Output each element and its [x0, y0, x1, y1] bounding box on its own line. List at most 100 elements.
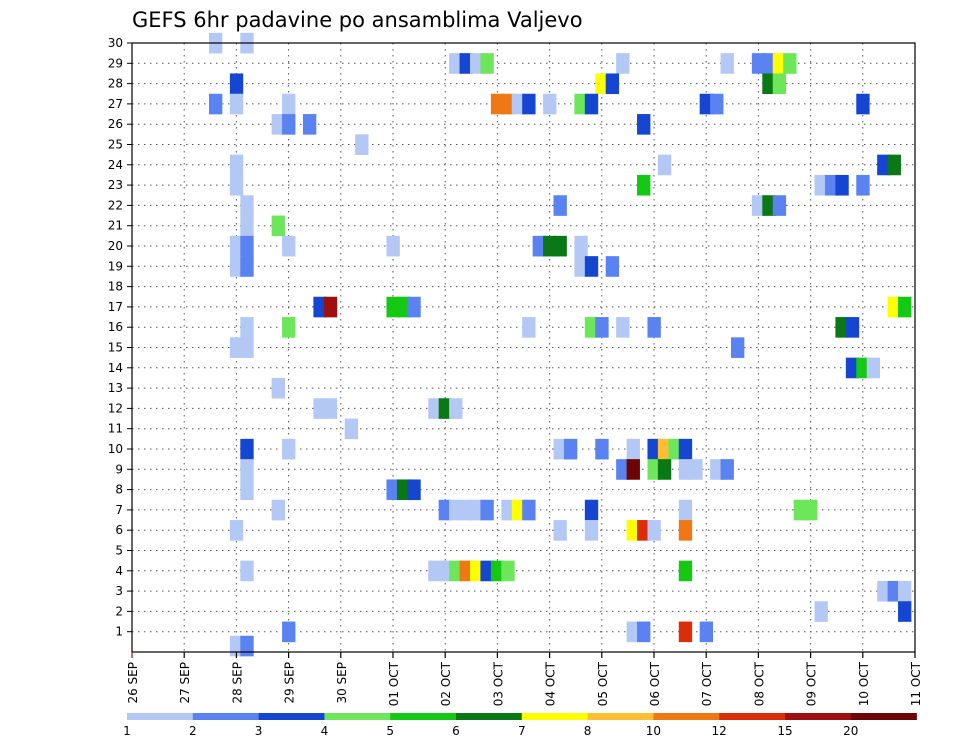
precip-cell	[710, 93, 724, 115]
legend-label: 10	[646, 724, 661, 738]
precip-cell	[543, 93, 557, 115]
precip-cell	[282, 114, 296, 135]
legend-label: 15	[777, 724, 792, 738]
x-tick-label: 29 SEP	[283, 662, 297, 704]
precip-cell	[501, 93, 515, 115]
precip-cell	[407, 296, 421, 318]
precip-cell	[229, 520, 244, 541]
precip-cell	[678, 621, 693, 643]
precip-cell	[762, 53, 776, 74]
x-tick-label: 09 OCT	[805, 661, 819, 706]
precip-cell	[898, 296, 912, 318]
precip-cell	[511, 93, 526, 115]
precip-cell	[845, 357, 860, 379]
legend-label: 3	[255, 724, 263, 738]
legend-label: 12	[712, 724, 727, 738]
precip-cell	[240, 560, 254, 582]
x-tick-label: 03 OCT	[491, 661, 505, 706]
y-tick-label: 9	[115, 462, 123, 476]
x-tick-label: 01 OCT	[387, 661, 401, 706]
precip-cell	[449, 398, 463, 419]
precip-cell	[637, 174, 651, 196]
precip-cell	[762, 73, 776, 95]
legend-swatch	[258, 713, 325, 720]
y-tick-label: 22	[108, 198, 123, 212]
precip-cell	[469, 53, 484, 74]
y-tick-label: 28	[108, 77, 123, 91]
legend-swatch	[719, 713, 786, 720]
precip-cell	[490, 93, 505, 115]
precip-cell	[386, 296, 400, 318]
precip-cell	[323, 398, 338, 419]
legend-label: 7	[518, 724, 526, 738]
y-tick-label: 10	[108, 442, 123, 456]
precip-cell	[814, 601, 828, 622]
y-tick-label: 17	[108, 300, 123, 314]
precip-cell	[208, 93, 223, 115]
precip-cell	[678, 499, 693, 521]
legend-label: 2	[189, 724, 197, 738]
precip-cell	[616, 53, 630, 74]
y-tick-label: 19	[108, 259, 123, 273]
precip-cell	[584, 520, 599, 541]
y-tick-label: 8	[115, 483, 123, 497]
precip-cell	[595, 73, 609, 95]
precip-cell	[772, 73, 787, 95]
precip-cell	[271, 215, 285, 237]
precip-cell	[480, 499, 494, 521]
y-tick-label: 26	[108, 117, 123, 131]
precip-cell	[282, 317, 296, 338]
precip-cell	[313, 398, 327, 419]
precip-cell	[647, 459, 661, 480]
precip-cell	[240, 438, 254, 460]
precip-cell	[793, 499, 807, 521]
precip-cell	[229, 235, 244, 257]
precip-cell	[720, 53, 734, 74]
precip-cell	[678, 438, 693, 460]
x-tick-label: 06 OCT	[648, 661, 662, 706]
precip-cell	[887, 154, 901, 176]
precip-cell	[386, 479, 400, 501]
legend-label: 1	[123, 724, 131, 738]
precip-cell	[595, 317, 609, 338]
precip-cell	[240, 317, 254, 338]
legend-swatch	[127, 713, 194, 720]
x-tick-label: 07 OCT	[700, 661, 714, 706]
precip-cell	[772, 53, 787, 74]
precip-cell	[730, 337, 745, 358]
precip-cell	[887, 580, 901, 602]
precip-cell	[835, 174, 849, 196]
precip-cell	[282, 235, 296, 257]
y-tick-label: 25	[108, 138, 123, 152]
precip-cell	[699, 621, 714, 643]
legend-label: 4	[321, 724, 329, 738]
y-tick-label: 24	[108, 158, 123, 172]
precip-cell	[323, 296, 338, 318]
precip-cell	[532, 235, 546, 257]
precip-cell	[678, 560, 693, 582]
precip-cell	[584, 317, 599, 338]
precip-cell	[584, 499, 599, 521]
precip-cell	[720, 459, 734, 480]
x-tick-label: 27 SEP	[178, 662, 192, 704]
precip-cell	[282, 438, 296, 460]
y-tick-label: 15	[108, 341, 123, 355]
precip-cell	[271, 114, 285, 135]
precip-cell	[824, 174, 839, 196]
precip-cell	[480, 560, 494, 582]
precip-cell	[438, 499, 453, 521]
chart-title: GEFS 6hr padavine po ansamblima Valjevo	[132, 8, 583, 32]
precip-cell	[804, 499, 818, 521]
color-legend: 1 2 3 4 5 6 7 8 10 12 15 20	[123, 713, 917, 738]
legend-swatch	[850, 713, 917, 720]
precip-cell	[856, 93, 870, 115]
precip-cell	[647, 520, 661, 541]
y-tick-label: 3	[115, 584, 123, 598]
y-tick-label: 12	[108, 401, 123, 415]
precip-cell	[355, 134, 369, 155]
y-tick-label: 13	[108, 381, 123, 395]
y-tick-label: 20	[108, 239, 123, 253]
precip-cell	[553, 520, 567, 541]
y-tick-label: 4	[115, 564, 123, 578]
precip-cell	[501, 560, 515, 582]
